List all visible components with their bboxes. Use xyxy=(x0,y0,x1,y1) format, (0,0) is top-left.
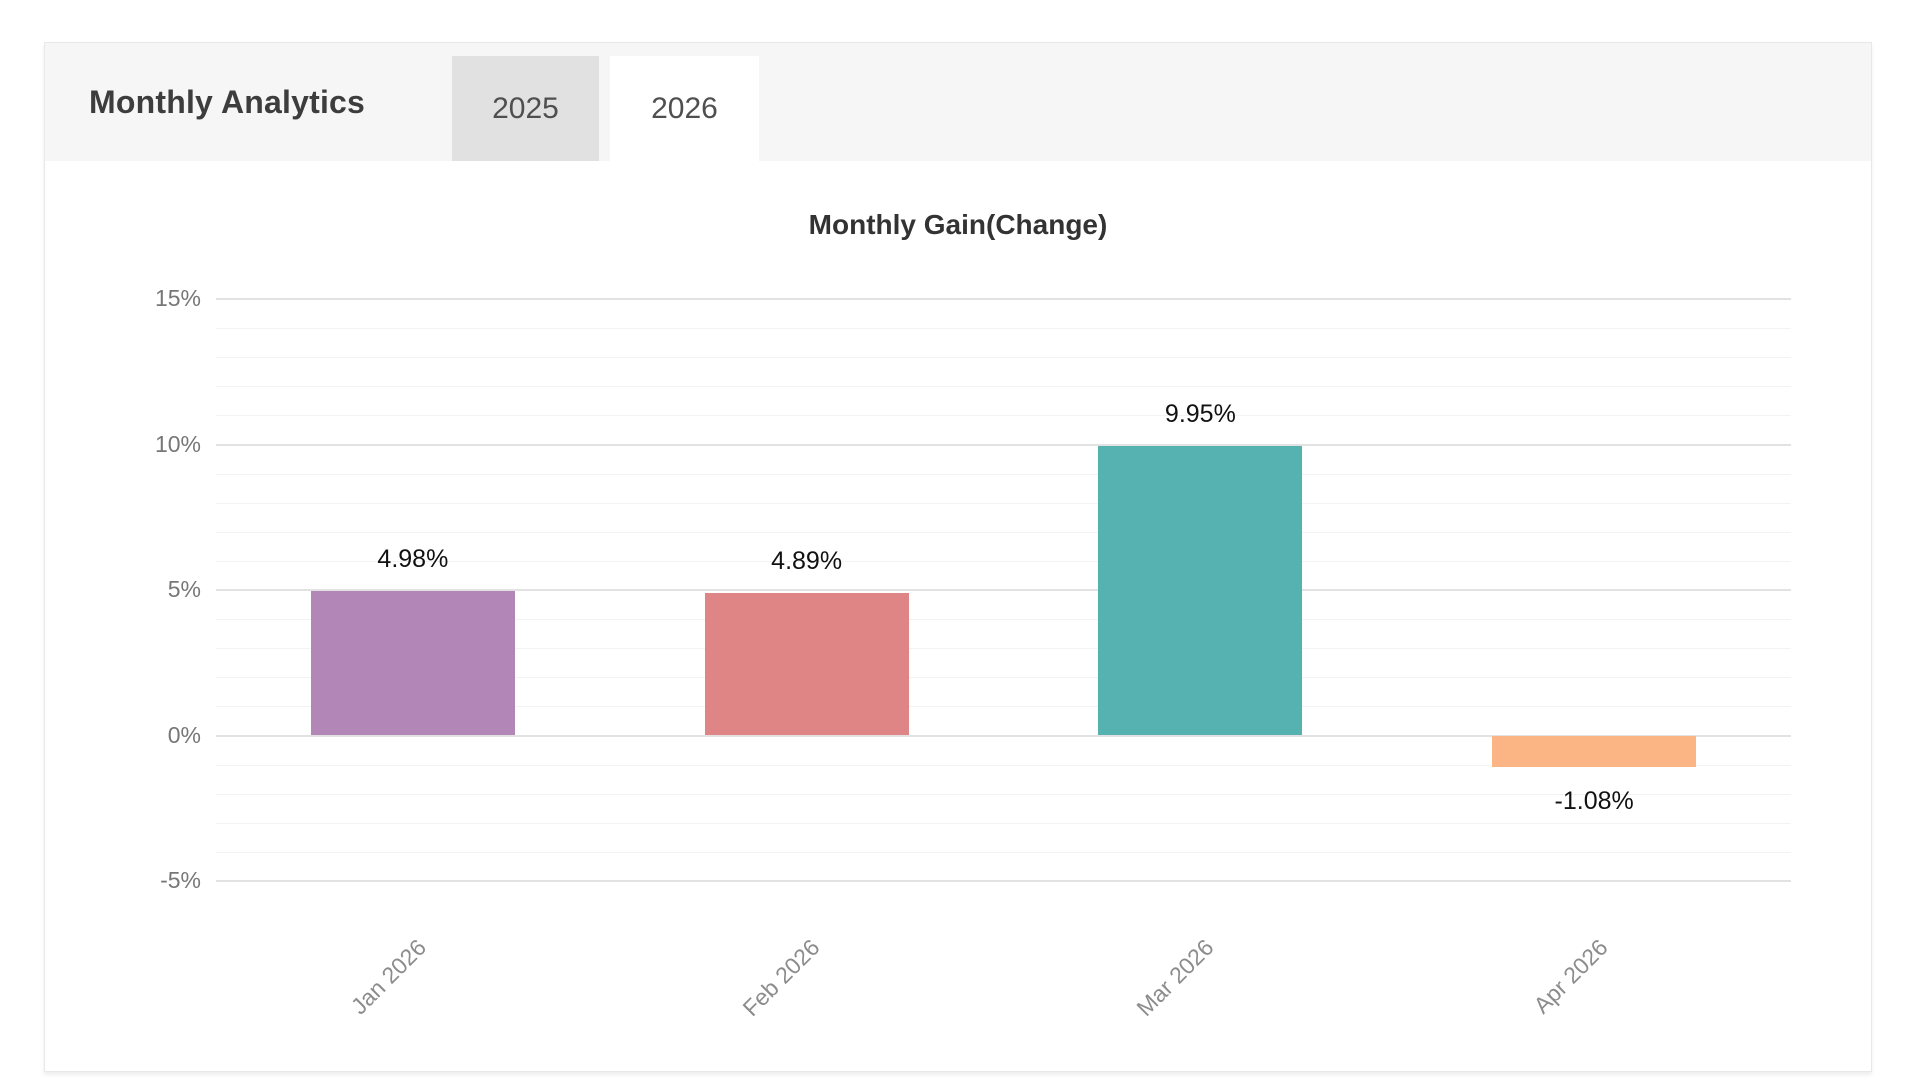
y-axis-tick-label: 10% xyxy=(154,430,201,457)
gridline-minor xyxy=(216,560,1791,562)
x-axis-label: Apr 2026 xyxy=(1528,934,1613,1019)
y-axis-tick-label: 5% xyxy=(167,576,201,602)
bar-feb-2026[interactable] xyxy=(704,593,909,736)
gridline-minor xyxy=(216,531,1791,533)
bar-value-label: 4.98% xyxy=(377,544,449,573)
bar-apr-2026[interactable] xyxy=(1492,735,1697,767)
gridline-minor xyxy=(216,415,1791,417)
chart-title: Monthly Gain(Change) xyxy=(808,209,1108,240)
gridline-minor xyxy=(216,386,1791,388)
plot-canvas: 15% 10% 5% 0% -5% 4.98% Jan 2026 4.89% Feb 2026 9… xyxy=(45,161,1871,1071)
bar-value-label: 4.89% xyxy=(771,547,843,576)
gridline-major xyxy=(216,734,1791,737)
gridline-minor xyxy=(216,502,1791,504)
chart-area: Monthly Gain(Change) 15% 10% 5% 0% -5% 4.98% J… xyxy=(45,161,1871,1071)
gridline-minor xyxy=(216,706,1791,708)
tab-2025[interactable]: 2025 xyxy=(452,56,599,161)
gridline-minor xyxy=(216,851,1791,853)
gridline-major xyxy=(216,443,1791,446)
bar-value-label: 9.95% xyxy=(1164,399,1236,428)
gridline-minor xyxy=(216,793,1791,795)
x-axis-label: Feb 2026 xyxy=(737,934,826,1022)
x-axis-label: Jan 2026 xyxy=(345,934,432,1020)
tab-2026[interactable]: 2026 xyxy=(610,56,759,161)
gridline-minor xyxy=(216,764,1791,766)
bar-mar-2026[interactable] xyxy=(1098,445,1303,736)
bar-value-label: -1.08% xyxy=(1554,786,1634,815)
gridline-major xyxy=(216,880,1791,882)
gridline-minor xyxy=(216,328,1791,330)
card-header: Monthly Analytics 2025 2026 xyxy=(45,43,1871,161)
y-axis-tick-label: 0% xyxy=(167,721,201,748)
bar-jan-2026[interactable] xyxy=(310,590,515,736)
gridline-minor xyxy=(216,619,1791,621)
x-axis-label: Mar 2026 xyxy=(1131,934,1219,1022)
page-title: Monthly Analytics xyxy=(89,84,366,120)
gridline-minor xyxy=(216,677,1791,679)
gridline-minor xyxy=(216,648,1791,650)
gridline-minor xyxy=(216,357,1791,359)
gridline-minor xyxy=(216,473,1791,475)
gridline-major xyxy=(216,589,1791,591)
y-axis-tick-label: 15% xyxy=(154,285,201,311)
gridline-major xyxy=(216,298,1791,300)
gridline-minor xyxy=(216,822,1791,824)
analytics-card: Monthly Analytics 2025 2026 Monthly Gain… xyxy=(44,42,1872,1072)
y-axis-tick-label: -5% xyxy=(160,867,201,893)
